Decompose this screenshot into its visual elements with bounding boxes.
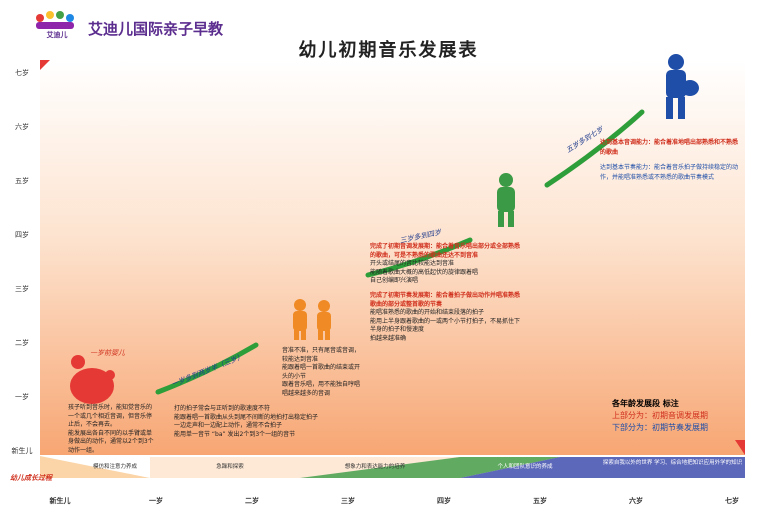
y-axis-label: 新生儿 [11,447,33,455]
y-axis-label: 三岁 [15,285,29,293]
y-axis-label: 二岁 [15,339,29,347]
silhouette-baby [70,355,115,404]
note-line: 唱越来越多的音调 [282,389,331,397]
note-line: 跟着音乐唱，用不能独自哼唱 [282,381,361,388]
note-line: 开头或结尾的音比较能达到音准 [370,260,455,267]
title: 幼儿初期音乐发展表 [298,40,479,61]
note-line: 自己创编即兴演唱 [370,277,419,284]
stage-band-label: 急躁和探索 [216,464,244,470]
note: 达到基本音调能力：能合着准地唱出部熟悉和不熟悉的歌曲 达到基本节奏能力：能合着音乐… [600,138,740,188]
note-line: 打的拍子常会与正听到的歌速度不符 [174,405,271,412]
growth-steps [155,109,645,395]
legend: 各年龄发展段 标注 上部分为：初期音调发展期 下部分为：初期节奏发展期 [612,398,708,434]
note-line: 完成了初期音调发展期：能合着音乐唱出部分或全部熟悉的歌曲，可是不熟悉的歌曲还达不… [370,243,521,259]
logo [36,11,74,29]
note-line: 音准不准，只有尾音或音调，较能达到音准 [282,347,361,363]
note-line: 完成了初期节奏发展期：能合着拍子做出动作并唱准熟悉歌曲的部分或整首歌的节奏 [370,292,521,308]
note: 音准不准，只有尾音或音调，较能达到音准 能跟着唱一首歌曲的结束或开头的小节 跟着音乐… [282,347,362,398]
corner [40,60,50,70]
stage-band-label: 想象力和表达能力的培养 [344,464,406,470]
silhouette-toddlers [293,299,331,340]
legend-lower: 下部分为：初期节奏发展期 [612,423,708,432]
brand: 艾迪儿国际亲子早教 [88,20,224,38]
stage-band-label: 探索自我以外的世界 学习、综合地把知识应用外学的知识 [602,460,743,466]
note-line: 能随着歌曲大概的高低起伏的旋律跟着唱 [370,268,479,276]
note-line: 达到基本音调能力：能合着准地唱出部熟悉和不熟悉的歌曲 [600,139,739,156]
y-axis-label: 七岁 [15,69,29,77]
note: 孩子听到音乐时，能知觉音乐的一个或几个相近音调，但音乐停止后，不会再去。 能发展出… [68,404,156,455]
y-axis-label: 四岁 [15,231,29,239]
y-axis-label: 六岁 [15,123,29,131]
x-axis-label: 四岁 [437,497,451,505]
corner [735,440,745,455]
y-axis-label: 五岁 [15,177,29,185]
stage-band-label: 模仿和注意力养成 [92,464,137,470]
band-bg [40,456,150,478]
handwritten: 一岁前婴儿 [90,349,125,357]
x-axis-label: 三岁 [341,497,355,505]
note: 完成了初期节奏发展期：能合着拍子做出动作并唱准熟悉歌曲的部分或整首歌的节奏 能唱准… [370,292,525,343]
note: 完成了初期音调发展期：能合着音乐唱出部分或全部熟悉的歌曲，可是不熟悉的歌曲还达不… [370,243,525,286]
x-axis-label: 一岁 [149,497,163,505]
band-accent [460,457,745,478]
legend-upper: 上部分为：初期音调发展期 [612,411,708,420]
note-line: 能发展出各自不同的以手臂或单身做出的动作，通常以2个到3个动作一组。 [68,429,154,454]
x-axis-label: 七岁 [725,497,739,505]
note-line: 能用上半身跟着歌曲的一或两个小节打拍子，不易抓住下半身的拍子和慢速度 [370,317,521,334]
x-axis-label: 新生儿 [49,497,71,505]
silhouette-drummer [666,54,699,119]
note: 打的拍子常会与正听到的歌速度不符 能跟着唱一首歌曲从头到尾不间断的地拍打出稳定拍子… [174,405,349,439]
note-line: 一边走声和一边配上动作，通常不合拍子 [174,422,283,429]
note-line: 能唱准熟悉的歌曲的开始和结束段落的拍子 [370,309,485,316]
x-axis-label: 五岁 [533,497,547,505]
note-line: 能跟着唱一首歌曲的结束或开头的小节 [282,364,361,380]
note-line: 能用单一音节 “ba” 发出2个到3个一组的音节 [174,430,296,438]
logo-text: 艾迪儿 [46,31,68,39]
legend-title: 各年龄发展段 标注 [612,399,679,408]
stage-tag: 幼儿成长过程 [10,474,52,482]
y-axis-label: 一岁 [15,393,29,401]
silhouette-child [497,173,515,227]
note-line: 能跟着唱一首歌曲从头到尾不间断的地拍打出稳定拍子 [174,413,319,421]
x-axis-label: 二岁 [245,497,259,505]
stage-band-label: 个人和团队意识的养成 [497,464,553,470]
band-accent [300,457,560,478]
x-axis-label: 六岁 [629,497,643,505]
note-line: 达到基本节奏能力：能合着音乐拍子做持续稳定的动作，并能唱准熟悉或不熟悉的歌曲节奏… [600,164,739,181]
note-line: 拍越来越准确 [370,334,407,342]
note-line: 孩子听到音乐时，能知觉音乐的一个或几个相近音调，但音乐停止后，不会再去。 [68,404,153,428]
